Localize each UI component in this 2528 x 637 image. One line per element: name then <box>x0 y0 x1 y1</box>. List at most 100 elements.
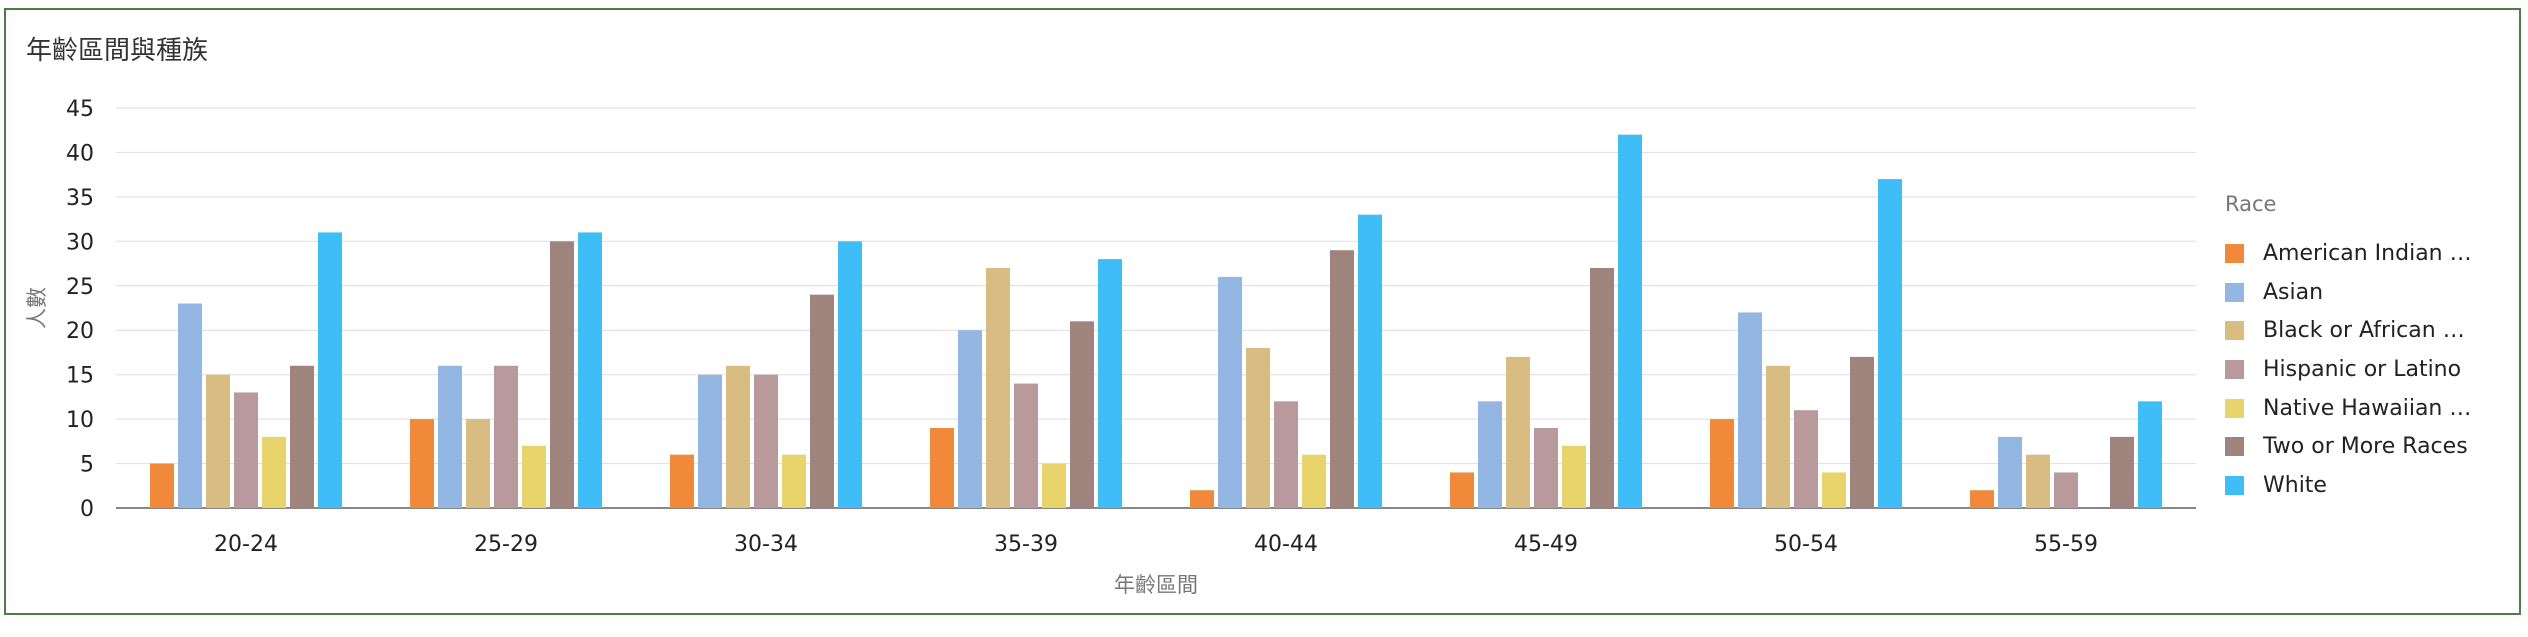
bar <box>466 419 490 508</box>
y-tick-label: 10 <box>66 408 94 433</box>
legend-swatch <box>2225 321 2244 341</box>
x-tick-label: 35-39 <box>994 532 1058 557</box>
bar <box>206 374 230 508</box>
x-tick-label: 40-44 <box>1254 532 1318 557</box>
bar <box>1014 383 1038 508</box>
y-tick-label: 20 <box>66 319 94 344</box>
bar <box>986 268 1010 508</box>
bar <box>178 303 202 508</box>
bar <box>1098 259 1122 508</box>
y-tick-label: 40 <box>66 141 94 166</box>
bar <box>1822 472 1846 508</box>
bar <box>1218 276 1242 508</box>
legend-item[interactable]: Hispanic or Latino <box>2225 350 2478 389</box>
legend-swatch <box>2225 398 2244 418</box>
x-tick-label: 25-29 <box>474 532 538 557</box>
bar <box>2054 472 2078 508</box>
bar <box>1070 321 1094 508</box>
bar <box>1190 490 1214 508</box>
bar <box>1794 410 1818 508</box>
bar <box>1302 454 1326 508</box>
bar <box>2110 436 2134 508</box>
legend-item[interactable]: Native Hawaiian or ... <box>2225 389 2478 428</box>
bar <box>1274 401 1298 508</box>
bar <box>1534 428 1558 508</box>
x-tick-label: 55-59 <box>2034 532 2098 557</box>
bar <box>726 365 750 508</box>
bar <box>2026 454 2050 508</box>
legend-swatch <box>2225 243 2244 263</box>
legend-swatch <box>2225 359 2244 379</box>
x-axis-title: 年齡區間 <box>1114 573 1198 597</box>
bar <box>1506 356 1530 508</box>
bar <box>290 365 314 508</box>
bar <box>1246 348 1270 508</box>
legend-item[interactable]: American Indian or... <box>2225 234 2478 273</box>
chart-title: 年齡區間與種族 <box>26 36 209 66</box>
y-axis-title: 人數 <box>25 287 49 329</box>
x-tick-label: 50-54 <box>1774 532 1838 557</box>
x-tick-label: 45-49 <box>1514 532 1578 557</box>
bar <box>810 294 834 508</box>
legend-label: White <box>2263 472 2327 498</box>
bar <box>1998 436 2022 508</box>
bar <box>1710 419 1734 508</box>
chart-panel <box>4 8 2521 615</box>
bar <box>782 454 806 508</box>
bar <box>670 454 694 508</box>
bar <box>318 232 342 508</box>
x-tick-label: 20-24 <box>214 532 278 557</box>
bar <box>1330 250 1354 508</box>
bar <box>1590 268 1614 508</box>
legend-title: Race <box>2225 192 2277 216</box>
bar <box>754 374 778 508</box>
bar <box>1850 356 1874 508</box>
bar <box>578 232 602 508</box>
legend-label: Native Hawaiian or ... <box>2263 395 2478 421</box>
y-tick-label: 0 <box>80 497 94 522</box>
bar <box>410 419 434 508</box>
bar <box>1970 490 1994 508</box>
bar <box>958 330 982 508</box>
y-tick-label: 35 <box>66 186 94 211</box>
bar <box>262 436 286 508</box>
y-tick-label: 30 <box>66 230 94 255</box>
bar <box>698 374 722 508</box>
y-tick-label: 5 <box>80 453 94 478</box>
bar <box>1738 312 1762 508</box>
bar <box>1042 463 1066 508</box>
bar <box>234 392 258 508</box>
bar <box>494 365 518 508</box>
bar <box>1450 472 1474 508</box>
y-tick-label: 15 <box>66 364 94 389</box>
bar <box>550 241 574 509</box>
bar <box>522 445 546 508</box>
y-tick-label: 45 <box>66 97 94 122</box>
legend-swatch <box>2225 282 2244 302</box>
legend-label: Asian <box>2263 279 2324 305</box>
bar <box>438 365 462 508</box>
legend-label: Black or African A... <box>2263 318 2478 344</box>
legend-items: American Indian or... Asian Black or Afric… <box>2225 234 2478 505</box>
bar <box>2138 401 2162 508</box>
x-tick-label: 30-34 <box>734 532 798 557</box>
bar <box>150 463 174 508</box>
legend-label: American Indian or... <box>2263 240 2478 266</box>
legend-item[interactable]: White <box>2225 466 2478 505</box>
legend-item[interactable]: Asian <box>2225 273 2478 312</box>
legend-label: Hispanic or Latino <box>2263 356 2462 382</box>
bar <box>1478 401 1502 508</box>
bar <box>930 428 954 508</box>
legend-swatch <box>2225 437 2244 457</box>
bar <box>1562 445 1586 508</box>
legend-swatch <box>2225 475 2244 495</box>
legend-item[interactable]: Two or More Races <box>2225 427 2478 466</box>
bar <box>1766 365 1790 508</box>
legend-label: Two or More Races <box>2263 434 2468 460</box>
legend: Race American Indian or... Asian Black or … <box>2225 192 2478 505</box>
bar <box>838 241 862 509</box>
bar <box>1358 214 1382 508</box>
y-tick-label: 25 <box>66 275 94 300</box>
legend-item[interactable]: Black or African A... <box>2225 311 2478 350</box>
